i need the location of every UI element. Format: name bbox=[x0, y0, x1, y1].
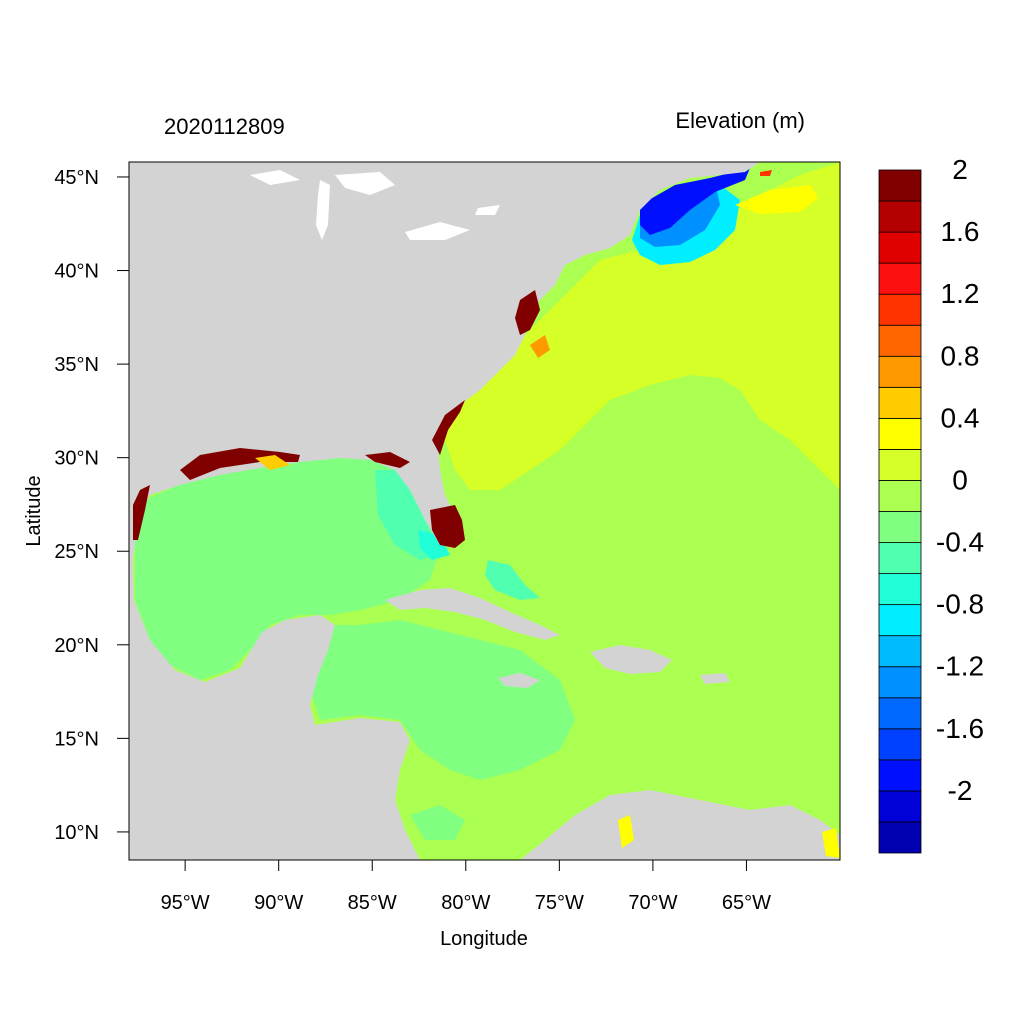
colorbar bbox=[878, 169, 922, 854]
colorbar-swatch bbox=[878, 231, 922, 264]
y-tick-label: 40°N bbox=[54, 261, 99, 283]
colorbar-swatch bbox=[878, 480, 922, 512]
y-tick-label: 10°N bbox=[54, 822, 99, 844]
y-axis-label: Latitude bbox=[23, 475, 45, 546]
colorbar-swatch bbox=[878, 635, 922, 668]
colorbar-swatch bbox=[878, 759, 922, 792]
louisiana-surge-yellow bbox=[255, 455, 290, 470]
southeast-coast-surge bbox=[432, 400, 465, 455]
x-tick-label: 80°W bbox=[441, 892, 490, 914]
atlantic-lower-patch bbox=[582, 455, 625, 495]
colorbar-swatch bbox=[878, 697, 922, 730]
south-america-land bbox=[520, 790, 840, 860]
y-tick-label: 15°N bbox=[54, 728, 99, 750]
colorbar-label: -0.4 bbox=[936, 527, 984, 558]
colorbar-swatch bbox=[878, 200, 922, 233]
colorbar-swatch bbox=[878, 666, 922, 699]
colorbar-swatch bbox=[878, 324, 922, 357]
x-tick-label: 65°W bbox=[722, 892, 771, 914]
x-tick-label: 75°W bbox=[535, 892, 584, 914]
hispaniola-land bbox=[590, 645, 672, 674]
big-bend-surge bbox=[365, 452, 410, 468]
colorbar-label: 0 bbox=[952, 464, 968, 495]
colorbar-label: -2 bbox=[948, 775, 973, 806]
nova-scotia-red bbox=[760, 170, 772, 176]
x-tick-label: 90°W bbox=[254, 892, 303, 914]
map-panel bbox=[129, 162, 840, 860]
variable-title: Elevation (m) bbox=[675, 108, 805, 133]
colorbar-label: 2 bbox=[952, 154, 968, 185]
bahamas-cyan bbox=[485, 560, 540, 600]
mid-atlantic-surge bbox=[515, 290, 540, 335]
y-tick-label: 35°N bbox=[54, 354, 99, 376]
colorbar-swatch bbox=[878, 262, 922, 295]
colorbar-labels: -2 -1.6 -1.2 -0.8 -0.4 0 0.4 0.8 1.2 1.6 2 bbox=[936, 154, 984, 806]
cuba-land bbox=[385, 588, 560, 640]
florida-keys-cyan bbox=[418, 530, 450, 560]
nova-scotia-surge bbox=[735, 185, 818, 214]
map-frame bbox=[128, 161, 841, 861]
colorbar-swatch bbox=[878, 821, 922, 854]
colorbar-swatch bbox=[878, 728, 922, 761]
timestamp-label: 2020112809 bbox=[164, 114, 285, 139]
colorbar-swatch bbox=[878, 386, 922, 419]
outer-banks-orange bbox=[530, 335, 550, 358]
colorbar-swatch bbox=[878, 355, 922, 388]
colorbar-label: -1.2 bbox=[936, 651, 984, 682]
colorbar-label: -0.8 bbox=[936, 589, 984, 620]
y-tick-label: 30°N bbox=[54, 448, 99, 470]
colorbar-swatch bbox=[878, 449, 922, 481]
great-lakes bbox=[250, 170, 500, 240]
colorbar-swatch bbox=[878, 542, 922, 574]
caribbean-region bbox=[310, 620, 575, 780]
florida-surge bbox=[430, 505, 465, 548]
colorbar-swatch bbox=[878, 511, 922, 543]
colorbar-swatch bbox=[878, 790, 922, 823]
jamaica-land bbox=[498, 673, 540, 688]
y-tick-label: 45°N bbox=[54, 167, 99, 189]
y-tick-label: 25°N bbox=[54, 541, 99, 563]
colorbar-label: 1.2 bbox=[941, 278, 980, 309]
colorbar-swatch bbox=[878, 293, 922, 326]
texas-coast-surge bbox=[133, 485, 150, 540]
x-axis-ticks: 95°W 90°W 85°W 80°W 75°W 70°W 65°W bbox=[161, 860, 771, 914]
gulf-of-mexico-region bbox=[135, 455, 440, 680]
atlantic-positive-region bbox=[445, 162, 840, 490]
colorbar-label: 0.8 bbox=[941, 340, 980, 371]
colorbar-label: 1.6 bbox=[941, 216, 980, 247]
colorbar-label: 0.4 bbox=[941, 402, 980, 433]
colorbar-swatch bbox=[878, 169, 922, 202]
x-tick-label: 85°W bbox=[348, 892, 397, 914]
y-tick-label: 20°N bbox=[54, 635, 99, 657]
colorbar-swatch bbox=[878, 417, 922, 450]
colorbar-swatch bbox=[878, 604, 922, 637]
x-tick-label: 95°W bbox=[161, 892, 210, 914]
caribbean-south-patch bbox=[410, 805, 465, 840]
x-axis-label: Longitude bbox=[440, 928, 528, 950]
y-axis-ticks: 45°N 40°N 35°N 30°N 25°N 20°N 15°N 10°N bbox=[54, 167, 129, 844]
x-tick-label: 70°W bbox=[628, 892, 677, 914]
colorbar-swatch bbox=[878, 573, 922, 606]
gulf-of-maine-deep bbox=[640, 168, 750, 235]
puerto-rico-land bbox=[700, 673, 730, 684]
colorbar-label: -1.6 bbox=[936, 713, 984, 744]
